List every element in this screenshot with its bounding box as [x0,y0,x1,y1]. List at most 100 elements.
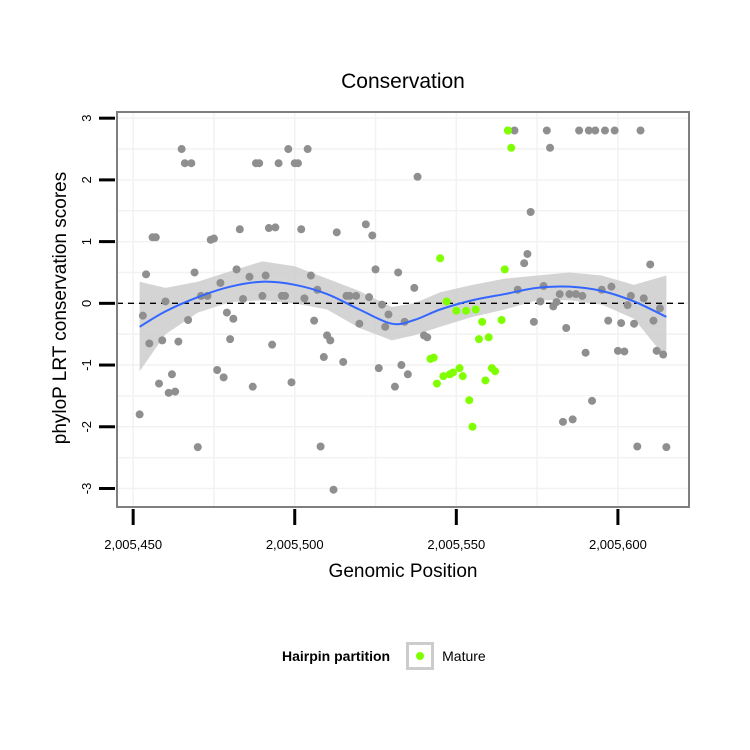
point-mature [449,368,458,377]
point-other [184,315,193,324]
point-other [339,357,348,366]
point-other [332,228,341,237]
point-other [345,291,354,300]
x-tick-label: 2,005,600 [589,537,647,552]
point-other [584,126,593,135]
point-other [536,297,545,306]
point-other [630,319,639,328]
y-tick-label: -2 [79,421,94,433]
point-other [626,291,635,300]
point-other [155,379,164,388]
point-other [613,346,622,355]
point-other [180,159,189,168]
point-other [600,126,609,135]
point-other [623,301,632,310]
point-other [261,271,270,280]
point-other [633,442,642,451]
point-other [562,324,571,333]
point-other [555,290,564,299]
point-mature [462,306,471,315]
point-other [264,224,273,233]
legend-key [406,642,435,670]
chart-title: Conservation [341,70,465,93]
point-other [526,207,535,216]
y-tick-label: -1 [79,359,94,371]
point-other [167,370,176,379]
point-other [390,382,399,391]
y-tick-label: 2 [79,176,94,183]
point-other [174,337,183,346]
x-axis-label: Genomic Position [328,561,478,582]
point-other [142,270,151,279]
y-tick-label: 3 [79,115,94,122]
point-other [355,319,364,328]
point-other [300,294,309,303]
point-other [662,443,671,452]
x-tick-label: 2,005,450 [104,537,162,552]
point-other [368,231,377,240]
point-other [397,361,406,370]
y-tick-label: -3 [79,483,94,495]
point-mature [481,376,490,385]
point-other [607,282,616,291]
panel-border [116,111,690,508]
point-mature [436,254,445,263]
point-other [571,290,580,299]
point-mature [491,367,500,376]
point-mature [452,306,461,315]
point-other [171,387,180,396]
point-other [558,417,567,426]
point-other [213,365,222,374]
point-other [248,382,257,391]
point-mature [468,422,477,431]
point-other [268,340,277,349]
point-other [326,336,335,345]
point-other [423,333,432,342]
point-other [164,388,173,397]
point-other [151,233,160,242]
point-other [306,271,315,280]
point-other [177,145,186,154]
point-mature [471,305,480,314]
point-other [565,290,574,299]
point-mature [497,315,506,324]
point-other [239,295,248,304]
point-other [374,364,383,373]
point-other [639,294,648,303]
point-other [226,335,235,344]
point-other [216,278,225,287]
point-mature [484,333,493,342]
point-other [523,249,532,258]
point-other [655,304,664,313]
point-other [578,291,587,300]
point-other [329,485,338,494]
point-other [520,259,529,268]
point-other [219,373,228,382]
point-other [352,291,361,300]
smooth-line [139,280,667,328]
legend-title: Hairpin partition [282,648,391,664]
point-other [568,415,577,424]
point-other [193,443,202,452]
point-mature [474,335,483,344]
point-other [245,272,254,281]
y-axis-label: phyloP LRT conservation scores [50,171,71,445]
point-other [293,159,302,168]
point-other [377,300,386,309]
point-other [316,442,325,451]
point-other [636,126,645,135]
point-other [271,223,280,232]
point-other [659,350,668,359]
point-other [274,159,283,168]
point-other [365,293,374,302]
point-mature [465,396,474,405]
x-tick-label: 2,005,500 [266,537,324,552]
point-other [284,145,293,154]
point-other [575,126,584,135]
point-other [646,260,655,269]
point-mature [442,297,451,306]
legend: Hairpin partition Mature [282,636,486,676]
point-other [620,347,629,356]
point-other [546,143,555,152]
